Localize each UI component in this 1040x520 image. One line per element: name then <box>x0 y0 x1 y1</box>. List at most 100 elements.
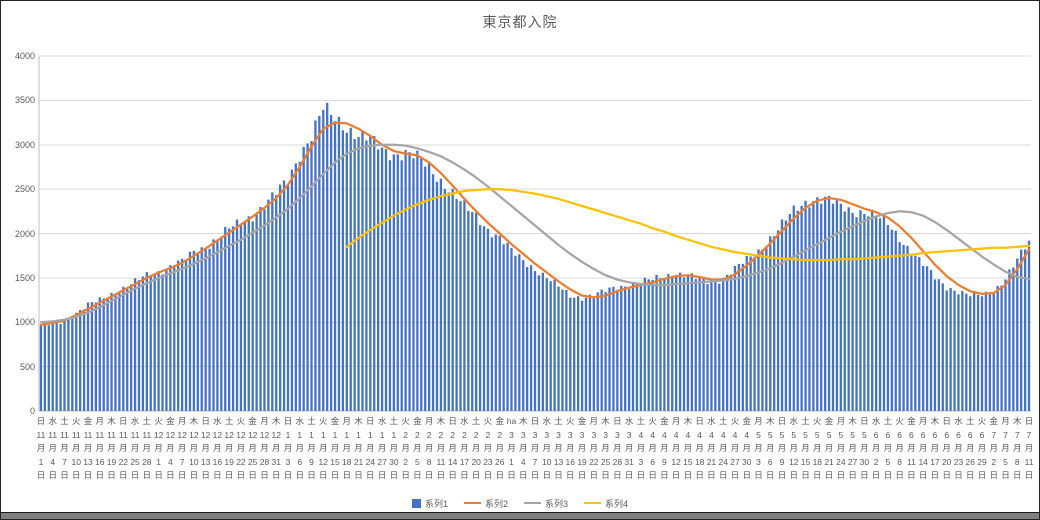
legend-item-series2[interactable]: 系列2 <box>463 497 508 510</box>
x-axis-label: 日 3 月 7 日 <box>530 416 540 480</box>
x-axis-label: 日 5 月 9 日 <box>777 416 787 480</box>
x-axis-label: 土 1 月 9 日 <box>307 416 316 480</box>
x-axis-label: 金 1 月 15 日 <box>330 416 340 480</box>
x-axis-label: 土 11 月 28 日 <box>142 416 152 480</box>
legend-label-series2: 系列2 <box>484 498 508 509</box>
x-axis-label: 月 2 月 8 日 <box>424 416 434 480</box>
x-axis-label: 日 1 月 3 日 <box>283 416 293 480</box>
y-axis-label: 4000 <box>14 51 35 61</box>
x-axis-label: 月 7 月 5 日 <box>1001 416 1010 480</box>
line-系列2 <box>39 121 1031 327</box>
x-axis-label: 火 6 月 29 日 <box>977 416 987 480</box>
x-axis-label: 金 12 月 25 日 <box>247 416 258 480</box>
x-axis-label: 月 5 月 3 日 <box>754 416 763 480</box>
y-axis-label: 0 <box>29 406 35 416</box>
x-axis-label: 日 12 月 13 日 <box>200 416 211 480</box>
x-axis-label: 木 12 月 31 日 <box>271 416 281 480</box>
x-axis-label: 水 3 月 31 日 <box>624 416 634 480</box>
x-axis-label: 水 3 月 10 日 <box>542 416 552 480</box>
x-axis-label: 木 1 月 21 日 <box>353 416 364 480</box>
x-axis-label: 水 5 月 12 日 <box>789 416 799 480</box>
x-axis-label: 日 11 月 22 日 <box>118 416 129 480</box>
x-axis-label: 水 1 月 27 日 <box>377 416 387 480</box>
x-axis-label: 日 6 月 20 日 <box>941 416 952 480</box>
x-axis-label: 木 5 月 27 日 <box>847 416 858 480</box>
x-axis-label: 火 12 月 1 日 <box>153 416 164 480</box>
x-axis-label: 木 3 月 4 日 <box>518 416 528 480</box>
x-axis-label: 木 5 月 6 日 <box>765 416 775 480</box>
x-axis-label: 月 6 月 14 日 <box>918 416 928 480</box>
x-axis-label: 水 6 月 23 日 <box>953 416 964 480</box>
x-axis-label: 木 11 月 19 日 <box>106 416 117 480</box>
x-axis-label: 月 12 月 28 日 <box>259 416 270 480</box>
series3-line-swatch-icon <box>524 501 541 505</box>
x-axis-label: 水 2 月 17 日 <box>459 416 470 480</box>
x-axis-label: 土 3 月 13 日 <box>553 416 564 480</box>
y-axis-label: 3500 <box>14 95 35 106</box>
x-axis-label: 金 6 月 11 日 <box>906 416 916 480</box>
x-axis-label: 日 7 月 11 日 <box>1024 416 1034 480</box>
legend-item-series3[interactable]: 系列3 <box>524 497 568 510</box>
bars-series1 <box>39 102 1031 412</box>
x-axis-label: 金 7 月 2 日 <box>989 416 998 480</box>
x-axis-label: 土 6 月 5 日 <box>883 416 893 480</box>
x-axis-label: 土 6 月 26 日 <box>965 416 975 480</box>
x-axis-label: ha 3 月 1 日 <box>506 416 517 480</box>
x-axis-label: 水 4 月 21 日 <box>706 416 717 480</box>
x-axis-label: 月 3 月 22 日 <box>589 416 599 480</box>
x-axis-label: 金 5 月 21 日 <box>824 416 834 480</box>
legend-item-series4[interactable]: 系列4 <box>584 497 628 510</box>
x-axis-label: 火 11 月 10 日 <box>71 416 81 480</box>
x-axis-label: 水 11 月 4 日 <box>48 416 58 480</box>
x-axis-label: 水 11 月 25 日 <box>130 416 140 480</box>
chart-legend: 系列1 系列2 系列3 系列4 <box>1 496 1039 510</box>
legend-item-series1[interactable]: 系列1 <box>411 497 448 510</box>
x-axis-label: 土 4 月 3 日 <box>636 416 646 480</box>
line-系列3 <box>39 143 1031 324</box>
series4-line-swatch-icon <box>584 501 602 505</box>
x-axis-label: 土 12 月 19 日 <box>224 416 234 480</box>
x-axis-label: 木 2 月 11 日 <box>436 416 446 480</box>
x-axis-label: 金 11 月 13 日 <box>83 416 93 480</box>
x-axis-label: 日 3 月 28 日 <box>612 416 623 480</box>
x-axis-label: 火 12 月 22 日 <box>236 416 246 480</box>
x-axis-label: 日 1 月 24 日 <box>365 416 376 480</box>
x-axis-label: 火 3 月 16 日 <box>565 416 576 480</box>
y-axis-label: 1500 <box>14 272 35 283</box>
x-axis-label: 火 6 月 8 日 <box>895 416 904 480</box>
series1-bar-swatch-icon <box>411 498 421 508</box>
x-axis-label: 土 1 月 30 日 <box>389 416 399 480</box>
y-axis-label: 1000 <box>14 317 35 328</box>
x-axis-label: 木 3 月 25 日 <box>600 416 611 480</box>
x-axis-label: 水 1 月 6 日 <box>295 416 304 480</box>
x-axis-label: 金 2 月 5 日 <box>413 416 422 480</box>
x-axis-label: 木 12 月 10 日 <box>189 416 199 480</box>
series2-line-swatch-icon <box>463 501 481 505</box>
legend-label-series3: 系列3 <box>545 498 569 509</box>
x-axis-label: 土 5 月 15 日 <box>800 416 811 480</box>
x-axis-label: 火 2 月 23 日 <box>483 416 493 480</box>
x-axis-label: 日 2 月 14 日 <box>447 416 458 480</box>
x-axis-label: 木 6 月 17 日 <box>930 416 940 480</box>
line-系列4 <box>345 187 1031 262</box>
x-axis-label: 土 2 月 20 日 <box>471 416 481 480</box>
legend-label-series4: 系列4 <box>605 498 629 509</box>
x-axis-label: 月 1 月 18 日 <box>342 416 352 480</box>
x-axis-label: 月 4 月 12 日 <box>671 416 681 480</box>
x-axis-label: 日 4 月 18 日 <box>694 416 705 480</box>
window-bottom-edge <box>1 512 1039 519</box>
y-axis-label: 2500 <box>14 184 35 195</box>
x-axis-label: 月 11 月 16 日 <box>95 416 105 480</box>
x-axis-label: 月 5 月 24 日 <box>836 416 846 480</box>
x-axis-label: 土 4 月 24 日 <box>718 416 728 480</box>
x-axis-label: 日 5 月 30 日 <box>859 416 870 480</box>
x-axis-label: 金 4 月 9 日 <box>660 416 669 480</box>
x-axis-label: 金 2 月 26 日 <box>494 416 505 480</box>
x-axis-label: 火 4 月 27 日 <box>730 416 740 480</box>
x-axis-label: 火 5 月 18 日 <box>812 416 823 480</box>
x-axis-label: 火 2 月 2 日 <box>401 416 410 480</box>
x-axis-label: 木 7 月 8 日 <box>1013 416 1022 480</box>
